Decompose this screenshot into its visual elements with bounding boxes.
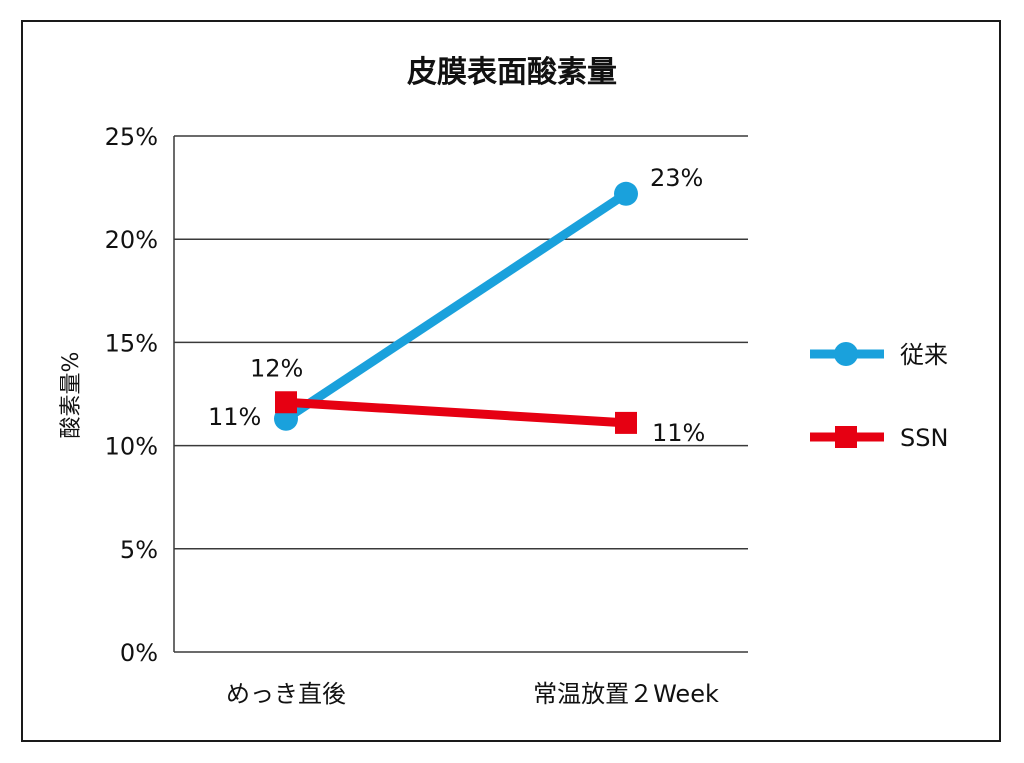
y-tick-label-5: 5%	[120, 536, 158, 564]
y-tick-label-25: 25%	[105, 123, 158, 151]
chart-title: 皮膜表面酸素量	[407, 55, 617, 90]
grid-lines	[174, 135, 748, 653]
series-1-data-label-1: 11%	[652, 419, 705, 447]
x-category-label-0: めっき直後	[226, 680, 346, 708]
legend-label-1: SSN	[900, 424, 948, 452]
legend-marker-1	[835, 426, 857, 448]
y-tick-label-10: 10%	[105, 433, 158, 461]
series-1-data-label-0: 12%	[250, 354, 303, 382]
series-line-1	[285, 397, 627, 428]
chart-frame	[21, 20, 1001, 742]
x-category-label-1: 常温放置２Week	[533, 680, 719, 708]
series-1-point-1	[615, 411, 637, 434]
legend-label-0: 従来	[900, 341, 948, 369]
y-tick-labels: 0% 5% 10% 15% 20% 25%	[105, 123, 158, 667]
y-tick-label-20: 20%	[105, 226, 158, 254]
y-tick-label-0: 0%	[120, 639, 158, 667]
legend-marker-0	[834, 342, 858, 366]
series-0-data-label-0: 11%	[208, 403, 261, 431]
legend: 従来 SSN	[810, 341, 948, 452]
series-line-0	[283, 190, 629, 423]
series-group: 11% 23% 12% 11%	[208, 164, 705, 447]
x-category-labels: めっき直後 常温放置２Week	[226, 680, 719, 708]
series-0-point-1	[614, 181, 638, 206]
series-1-point-0	[275, 391, 297, 414]
y-tick-label-15: 15%	[105, 329, 158, 357]
y-axis-label: 酸素量%	[59, 352, 84, 439]
series-0-data-label-1: 23%	[650, 164, 703, 192]
